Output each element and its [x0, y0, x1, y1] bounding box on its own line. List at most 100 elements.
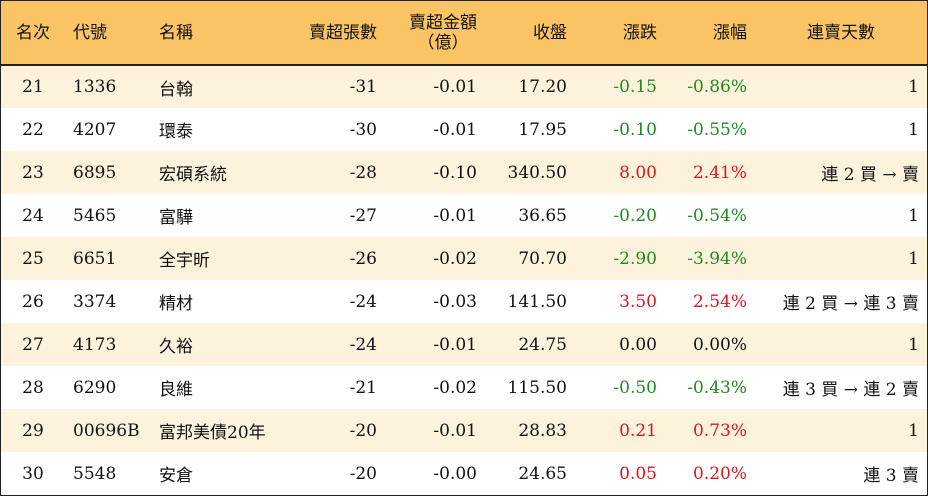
cell-sell-amount: -0.01 [433, 334, 477, 355]
cell-rank: 22 [22, 119, 44, 140]
cell-rank: 27 [22, 334, 44, 355]
cell-code: 6651 [73, 248, 117, 269]
header-name[interactable]: 名稱 [159, 22, 193, 43]
cell-rank: 21 [22, 77, 44, 97]
cell-pct: -0.54% [687, 205, 747, 226]
header-streak[interactable]: 連賣天數 [807, 22, 875, 43]
header-rank[interactable]: 名次 [16, 22, 50, 43]
cell-code: 6290 [73, 377, 117, 398]
cell-name: 富驊 [159, 208, 193, 228]
cell-code: 3374 [73, 291, 117, 312]
table-row: 29 00696B 富邦美債20年 -20 -0.01 28.83 0.21 0… [1, 409, 927, 452]
cell-close: 17.20 [518, 77, 567, 97]
table-body: 21 1336 台翰 -31 -0.01 17.20 -0.15 -0.86% … [1, 65, 927, 495]
cell-close: 36.65 [518, 205, 567, 226]
cell-rank: 23 [22, 162, 44, 183]
table-row: 30 5548 安倉 -20 -0.00 24.65 0.05 0.20% 連 … [1, 452, 927, 495]
cell-name: 良維 [159, 380, 193, 400]
cell-sell-amount: -0.03 [433, 291, 477, 312]
cell-change: -0.50 [613, 377, 657, 398]
cell-streak: 1 [908, 248, 919, 269]
cell-sell-lots: -21 [349, 377, 377, 398]
cell-sell-lots: -20 [349, 420, 377, 441]
cell-sell-lots: -24 [349, 334, 377, 355]
cell-code: 5548 [73, 463, 117, 484]
cell-sell-lots: -20 [349, 463, 377, 484]
cell-code: 00696B [73, 420, 140, 441]
table-row: 27 4173 久裕 -24 -0.01 24.75 0.00 0.00% 1 [1, 323, 927, 366]
cell-sell-amount: -0.01 [433, 77, 477, 97]
cell-sell-lots: -30 [349, 119, 377, 140]
cell-change: 0.00 [619, 334, 657, 355]
table-row: 25 6651 全宇昕 -26 -0.02 70.70 -2.90 -3.94%… [1, 237, 927, 280]
cell-sell-amount: -0.01 [433, 205, 477, 226]
cell-streak: 1 [908, 420, 919, 441]
cell-change: -2.90 [613, 248, 657, 269]
header-sell-amount[interactable]: 賣超金額 （億） [385, 1, 485, 65]
header-change[interactable]: 漲跌 [623, 22, 657, 43]
cell-code: 5465 [73, 205, 117, 226]
cell-close: 70.70 [518, 248, 567, 269]
cell-sell-lots: -26 [349, 248, 377, 269]
table-row: 21 1336 台翰 -31 -0.01 17.20 -0.15 -0.86% … [1, 65, 927, 108]
table-row: 26 3374 精材 -24 -0.03 141.50 3.50 2.54% 連… [1, 280, 927, 323]
cell-sell-lots: -24 [349, 291, 377, 312]
header-sell-amount-label: 賣超金額 （億） [409, 13, 477, 53]
cell-sell-amount: -0.02 [433, 248, 477, 269]
cell-rank: 29 [22, 420, 44, 441]
cell-sell-amount: -0.02 [433, 377, 477, 398]
cell-streak: 1 [908, 334, 919, 355]
cell-rank: 26 [22, 291, 44, 312]
cell-pct: -0.43% [687, 377, 747, 398]
cell-code: 6895 [73, 162, 117, 183]
cell-change: -0.15 [613, 77, 657, 97]
cell-close: 24.65 [518, 463, 567, 484]
cell-streak: 1 [908, 119, 919, 140]
cell-streak: 連 3 賣 [863, 466, 919, 486]
cell-sell-amount: -0.10 [433, 162, 477, 183]
cell-change: 3.50 [619, 291, 657, 312]
header-close[interactable]: 收盤 [533, 22, 567, 43]
cell-name: 安倉 [159, 466, 193, 486]
cell-sell-lots: -28 [349, 162, 377, 183]
cell-name: 精材 [159, 294, 193, 314]
header-pct[interactable]: 漲幅 [713, 22, 747, 43]
cell-streak: 連 2 買 → 賣 [821, 165, 919, 185]
table-row: 24 5465 富驊 -27 -0.01 36.65 -0.20 -0.54% … [1, 194, 927, 237]
table-header-row: 名次 代號 名稱 賣超張數 賣超金額 （億） 收盤 漲跌 漲幅 連賣天數 [1, 1, 927, 65]
cell-name: 宏碩系統 [159, 165, 227, 185]
cell-streak: 1 [908, 77, 919, 97]
cell-streak: 連 2 買 → 連 3 賣 [782, 294, 919, 314]
cell-name: 久裕 [159, 337, 193, 357]
cell-pct: 0.00% [692, 334, 747, 355]
cell-pct: -3.94% [687, 248, 747, 269]
cell-sell-amount: -0.01 [433, 420, 477, 441]
cell-close: 141.50 [507, 291, 567, 312]
header-code[interactable]: 代號 [73, 22, 107, 43]
cell-close: 17.95 [518, 119, 567, 140]
cell-name: 台翰 [159, 79, 193, 100]
header-sell-amount-line2: （億） [417, 32, 469, 53]
cell-close: 24.75 [518, 334, 567, 355]
cell-code: 4207 [73, 119, 117, 140]
cell-name: 環泰 [159, 122, 193, 142]
table-row: 23 6895 宏碩系統 -28 -0.10 340.50 8.00 2.41%… [1, 151, 927, 194]
cell-pct: 2.41% [692, 162, 747, 183]
cell-code: 4173 [73, 334, 117, 355]
cell-change: 0.05 [619, 463, 657, 484]
header-sell-lots[interactable]: 賣超張數 [309, 22, 377, 43]
cell-pct: 2.54% [692, 291, 747, 312]
cell-close: 340.50 [507, 162, 567, 183]
cell-sell-amount: -0.00 [433, 463, 477, 484]
cell-change: -0.20 [613, 205, 657, 226]
cell-rank: 30 [22, 463, 44, 484]
cell-streak: 1 [908, 205, 919, 226]
cell-change: 0.21 [619, 420, 657, 441]
cell-pct: 0.73% [692, 420, 747, 441]
cell-sell-amount: -0.01 [433, 119, 477, 140]
header-sell-amount-line1: 賣超金額 [409, 12, 477, 33]
cell-sell-lots: -27 [349, 205, 377, 226]
cell-pct: -0.86% [687, 77, 747, 97]
